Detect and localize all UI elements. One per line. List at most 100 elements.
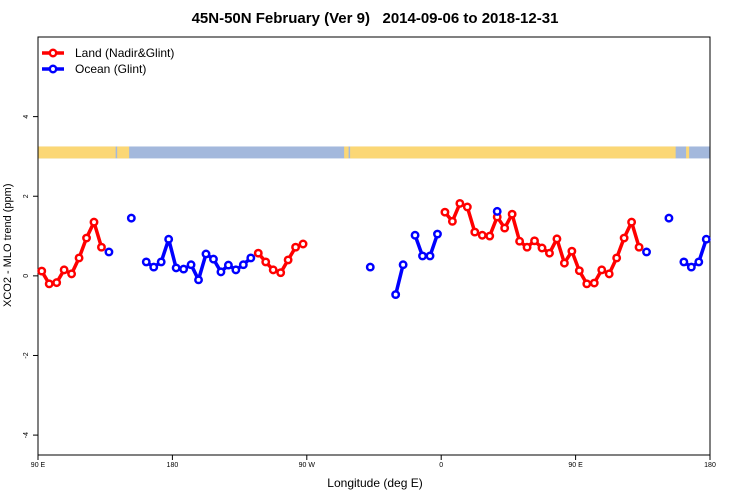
data-point — [515, 236, 525, 246]
data-point — [231, 265, 241, 275]
x-tick-label: 0 — [439, 462, 443, 469]
data-point — [82, 233, 91, 243]
data-point — [597, 265, 607, 275]
data-point — [67, 269, 77, 279]
data-point — [537, 243, 547, 253]
legend-swatch-marker — [48, 64, 58, 74]
x-tick-label: 90 W — [299, 462, 316, 469]
data-point — [619, 233, 629, 243]
data-point — [398, 260, 408, 270]
data-point — [589, 278, 599, 288]
data-point — [261, 257, 271, 267]
data-point — [52, 278, 62, 288]
data-point — [447, 216, 457, 226]
y-tick-label: -2 — [23, 352, 30, 358]
x-tick-label: 90 E — [31, 462, 46, 469]
land-strip-segment — [38, 146, 116, 159]
data-point — [574, 266, 584, 276]
data-point — [156, 257, 166, 267]
data-point — [283, 255, 293, 265]
plot-frame — [37, 36, 711, 456]
land-strip-segment — [350, 146, 676, 159]
data-point — [410, 230, 420, 240]
data-point — [209, 254, 218, 264]
data-point — [507, 209, 517, 219]
data-point — [89, 217, 99, 227]
data-point — [194, 275, 203, 285]
data-point — [164, 234, 174, 244]
data-point — [686, 262, 696, 272]
data-point — [470, 227, 480, 237]
x-axis-label: Longitude (deg E) — [327, 476, 423, 490]
data-point — [634, 242, 644, 252]
data-point — [298, 239, 308, 249]
data-point — [391, 290, 401, 300]
data-point — [126, 213, 136, 223]
data-point — [604, 269, 614, 279]
data-point — [642, 247, 651, 257]
data-point — [268, 265, 278, 275]
data-point — [477, 230, 487, 240]
data-point — [291, 242, 301, 252]
data-point — [664, 213, 674, 223]
data-point — [104, 247, 114, 257]
data-point — [545, 248, 554, 258]
data-point — [552, 234, 562, 244]
data-point — [612, 253, 622, 263]
data-point — [492, 206, 502, 216]
data-point — [485, 231, 495, 241]
data-point — [462, 202, 472, 212]
data-point — [433, 229, 442, 239]
data-point — [74, 253, 84, 263]
data-point — [149, 262, 159, 272]
data-point — [455, 198, 465, 208]
data-point — [238, 260, 248, 270]
x-tick-label: 180 — [704, 462, 716, 469]
data-point — [37, 266, 47, 276]
data-point — [522, 242, 532, 252]
series-line — [682, 237, 709, 269]
data-point — [425, 251, 435, 261]
data-point — [201, 249, 211, 259]
land-strip-segment — [117, 146, 130, 159]
data-point — [44, 279, 54, 289]
y-tick-label: -4 — [23, 432, 30, 438]
data-point — [701, 234, 711, 244]
data-point — [179, 264, 189, 274]
series-line — [393, 262, 405, 297]
data-point — [530, 236, 539, 246]
legend: Land (Nadir&Glint) Ocean (Glint) — [42, 46, 174, 76]
data-point — [559, 258, 569, 268]
data-point — [679, 257, 689, 267]
y-tick-label: 2 — [23, 194, 30, 198]
y-tick-label: 4 — [23, 115, 30, 119]
data-point — [171, 263, 181, 273]
land-strip-segment — [686, 146, 690, 159]
data-point — [141, 257, 151, 267]
data-point — [253, 248, 263, 258]
data-point — [500, 223, 510, 233]
data-point — [567, 246, 577, 256]
data-point — [246, 253, 256, 263]
data-point — [59, 265, 69, 275]
data-point — [627, 217, 637, 227]
data-point — [186, 260, 196, 270]
data-point — [216, 267, 226, 277]
legend-label: Land (Nadir&Glint) — [75, 46, 174, 60]
land-strip-segment — [344, 146, 349, 159]
data-point — [276, 268, 286, 278]
data-point — [582, 279, 592, 289]
data-point — [440, 207, 450, 217]
legend-swatch-marker — [48, 48, 58, 58]
y-tick-label: 0 — [23, 274, 30, 278]
data-point — [223, 260, 233, 270]
data-point — [365, 262, 375, 272]
legend-label: Ocean (Glint) — [75, 62, 146, 76]
chart-title: 45N-50N February (Ver 9) 2014-09-06 to 2… — [191, 10, 559, 27]
data-point — [97, 242, 106, 252]
y-axis-label: XCO2 - MLO trend (ppm) — [2, 183, 14, 307]
data-point — [694, 257, 704, 267]
data-point — [418, 251, 427, 261]
x-tick-label: 180 — [167, 462, 179, 469]
